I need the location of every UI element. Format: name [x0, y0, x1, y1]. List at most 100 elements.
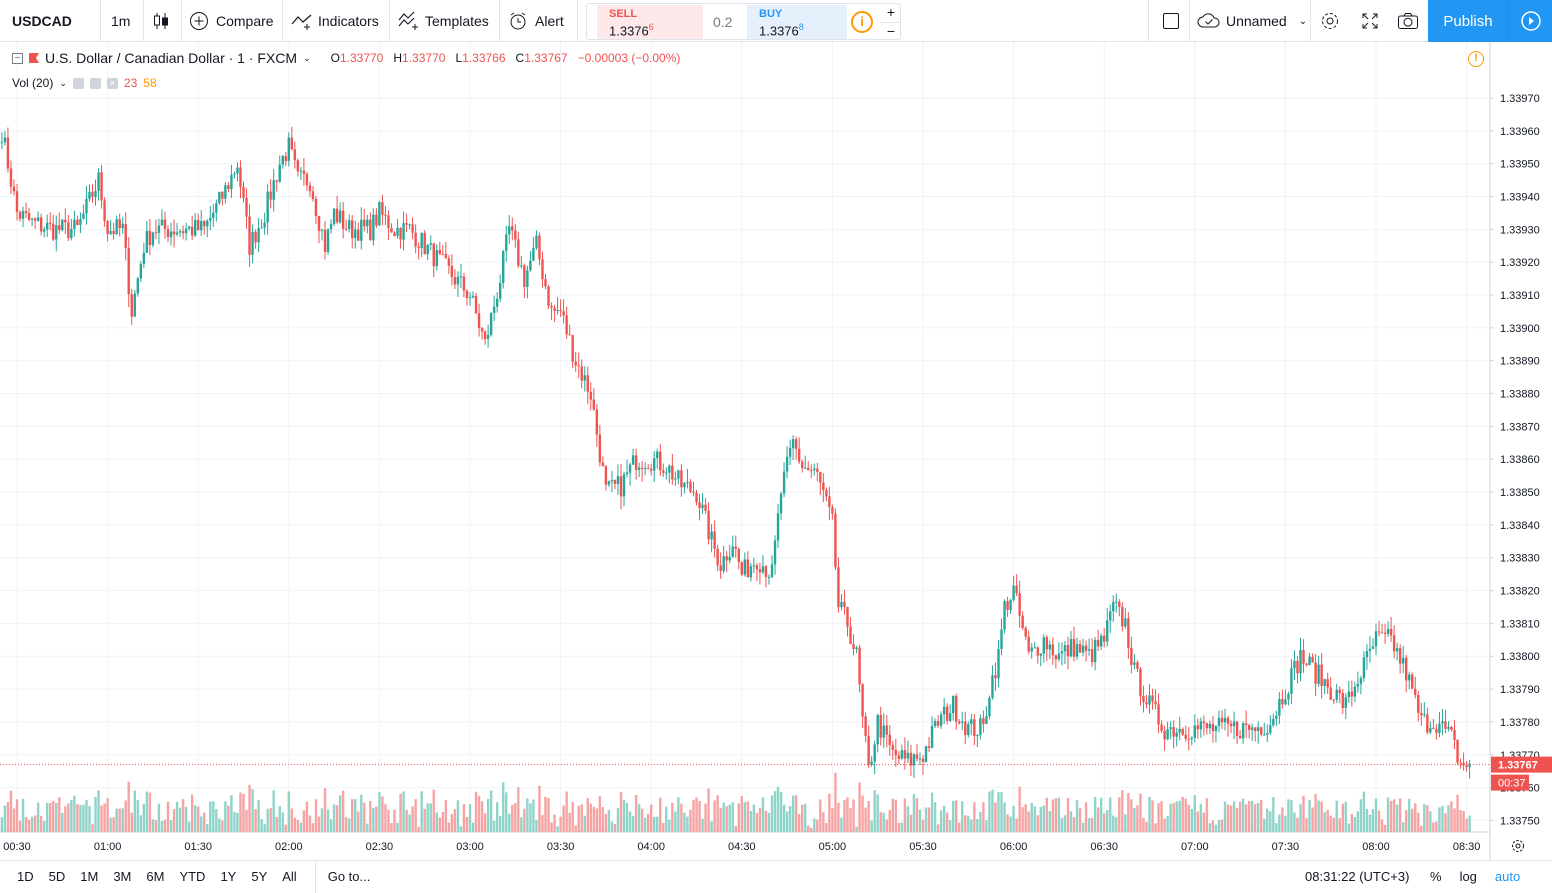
indicators-button[interactable]: Indicators	[291, 0, 379, 42]
candle-body	[613, 479, 617, 484]
candle-body	[30, 218, 34, 220]
sell-label: SELL	[609, 8, 638, 20]
eye-icon[interactable]	[72, 77, 84, 89]
candle-body	[550, 305, 553, 308]
candle-body	[1154, 701, 1157, 705]
candle-body	[218, 191, 221, 204]
volume-bars	[0, 772, 1471, 832]
range-6m[interactable]: 6M	[146, 869, 165, 884]
volume-bar	[160, 821, 164, 832]
range-all[interactable]: All	[282, 869, 297, 884]
candle-body	[49, 222, 52, 224]
volume-bar	[127, 781, 130, 832]
range-ytd[interactable]: YTD	[179, 869, 206, 884]
volume-bar	[622, 800, 626, 832]
candle-body	[1069, 639, 1073, 657]
clock[interactable]: 08:31:22 (UTC+3)	[1305, 869, 1410, 884]
buy-button[interactable]: BUY 1.33768	[747, 5, 847, 39]
volume-bar	[486, 798, 490, 832]
candle-body	[616, 476, 620, 484]
compare-button[interactable]: Compare	[189, 0, 274, 42]
range-1m[interactable]: 1M	[80, 869, 99, 884]
chevron-down-icon[interactable]: ⌄	[303, 52, 311, 63]
volume-bar	[912, 793, 916, 832]
replay-button[interactable]	[1508, 0, 1552, 42]
candle-body	[804, 467, 807, 469]
volume-bar	[1063, 815, 1067, 832]
price-tick-label: 1.33930	[1500, 224, 1540, 236]
volume-bar	[465, 816, 469, 832]
alert-button[interactable]: Alert	[508, 0, 564, 42]
volume-bar	[1290, 800, 1293, 832]
candle-body	[360, 219, 363, 241]
price-tick-label: 1.33970	[1500, 93, 1540, 105]
volume-bar	[387, 809, 390, 832]
series-title[interactable]: U.S. Dollar / Canadian Dollar · 1 · FXCM	[45, 50, 298, 66]
volume-bar	[791, 795, 795, 832]
range-1y[interactable]: 1Y	[220, 869, 237, 884]
flag-icon[interactable]	[29, 53, 39, 63]
publish-button[interactable]: Publish	[1428, 0, 1508, 42]
candle-body	[852, 644, 855, 649]
range-5y[interactable]: 5Y	[251, 869, 268, 884]
volume-bar	[1308, 799, 1311, 832]
volume-title[interactable]: Vol (20)	[12, 76, 54, 90]
candle-body	[553, 307, 556, 311]
candle-body	[103, 200, 106, 221]
chart-style-button[interactable]	[152, 0, 170, 42]
expand-button[interactable]	[1361, 0, 1379, 42]
candle-body	[296, 160, 300, 172]
candle-body	[1432, 728, 1435, 730]
collapse-icon[interactable]: −	[12, 52, 23, 64]
volume-bar	[598, 796, 602, 832]
range-1d[interactable]: 1D	[17, 869, 34, 884]
symbol-search[interactable]: USDCAD	[12, 13, 72, 29]
volume-bar	[1072, 817, 1076, 832]
volume-bar	[985, 820, 988, 832]
screenshot-button[interactable]	[1397, 0, 1419, 42]
candle-body	[233, 173, 236, 175]
candle-body	[311, 191, 315, 200]
candle-body	[807, 467, 810, 470]
volume-bar	[997, 792, 1000, 832]
go-to-button[interactable]: Go to...	[314, 860, 370, 893]
candle-body	[381, 202, 384, 215]
candle-body	[348, 220, 351, 229]
candle-body	[387, 215, 390, 229]
fullscreen-chart-button[interactable]	[1162, 0, 1180, 42]
candle-body	[375, 214, 378, 226]
volume-bar	[293, 817, 297, 832]
settings-button[interactable]	[1320, 0, 1340, 42]
candle-body	[450, 265, 454, 278]
layout-menu-button[interactable]: Unnamed ⌄	[1197, 0, 1307, 42]
candle-body	[357, 229, 360, 241]
percent-scale-toggle[interactable]: %	[1430, 869, 1442, 884]
volume-bar	[221, 820, 224, 832]
candle-body	[843, 601, 846, 608]
volume-bar	[12, 808, 16, 832]
volume-bar	[193, 805, 197, 832]
sell-button[interactable]: SELL 1.33766	[597, 5, 703, 39]
gear-icon[interactable]	[89, 77, 101, 89]
candle-body	[961, 721, 964, 724]
candle-body	[184, 228, 188, 234]
decrease-quantity-button[interactable]: −	[881, 22, 901, 40]
chevron-down-icon[interactable]: ⌄	[59, 77, 67, 88]
range-5d[interactable]: 5D	[48, 869, 66, 884]
auto-scale-toggle[interactable]: auto	[1494, 869, 1521, 884]
volume-bar	[583, 815, 586, 832]
price-chart[interactable]: 1.33970 1.33960 1.33950 1.33940 1.33930 1.339…	[0, 42, 1552, 860]
close-icon[interactable]: ×	[106, 77, 118, 89]
volume-bar	[417, 826, 420, 832]
increase-quantity-button[interactable]: +	[886, 4, 896, 20]
info-icon[interactable]: i	[851, 11, 873, 33]
templates-button[interactable]: Templates	[398, 0, 489, 42]
change-value: −0.00003 (−0.00%)	[577, 51, 681, 65]
high-label: H	[393, 51, 403, 65]
candle-body	[100, 172, 103, 201]
range-3m[interactable]: 3M	[113, 869, 132, 884]
log-scale-toggle[interactable]: log	[1459, 869, 1477, 884]
interval-button[interactable]: 1m	[111, 13, 131, 29]
warning-icon[interactable]: !	[1468, 51, 1484, 67]
volume-bar	[52, 800, 55, 832]
